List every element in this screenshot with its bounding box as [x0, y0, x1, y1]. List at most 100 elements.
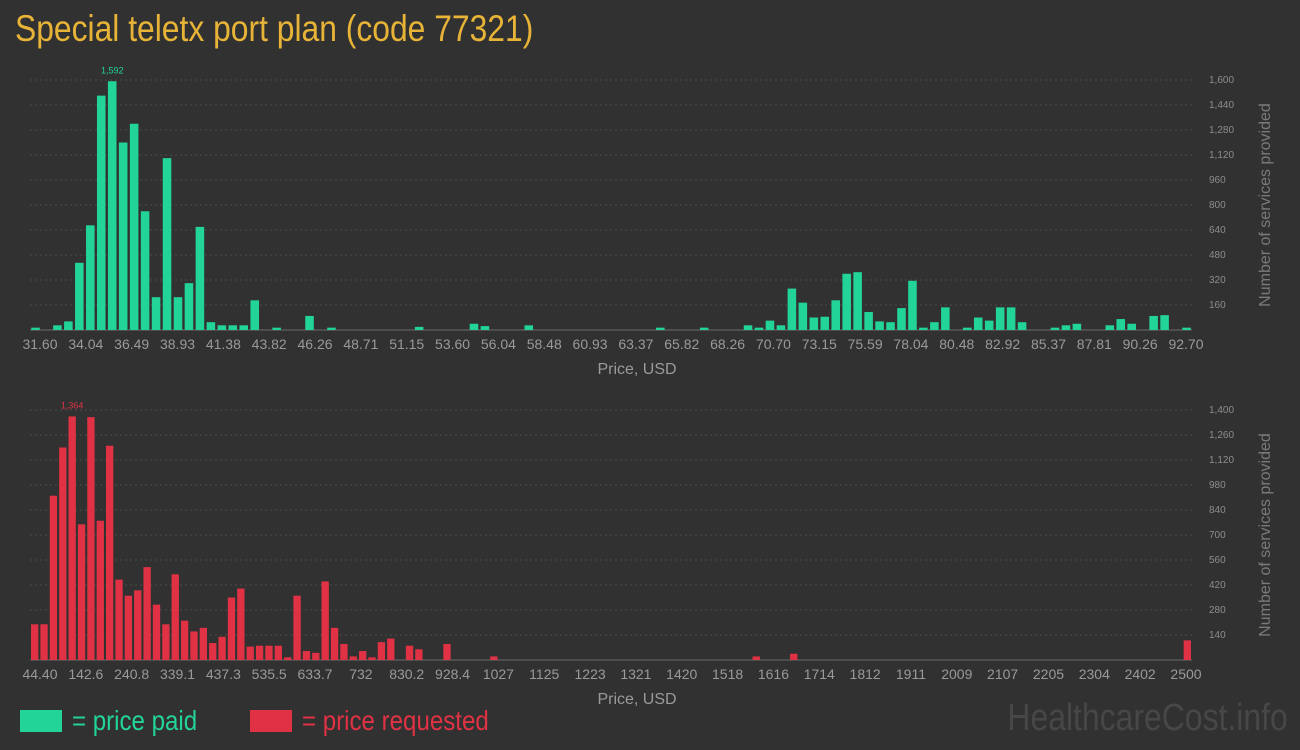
bar: [963, 327, 972, 330]
bar: [75, 262, 84, 330]
bar: [218, 636, 226, 660]
x-tick-label: 1911: [896, 666, 926, 682]
bar: [162, 158, 172, 331]
x-tick-label: 2107: [987, 666, 1018, 682]
x-tick-label: 87.81: [1077, 336, 1112, 352]
x-tick-label: 34.04: [68, 336, 103, 352]
y-tick-label: 1,260: [1209, 430, 1234, 441]
bar: [1061, 325, 1071, 330]
bar: [995, 307, 1005, 330]
price-requested-histogram: 140 280 420 560 700 840 980 1,120 1,260 1,400 1,36…: [22, 400, 1274, 708]
bar: [875, 321, 884, 330]
bar: [919, 327, 928, 330]
bar: [134, 590, 142, 660]
bar: [217, 325, 227, 330]
bar: [64, 321, 73, 330]
x-tick-label: 142.6: [68, 666, 103, 682]
x-axis-label: Price, USD: [597, 691, 676, 708]
bar: [118, 142, 128, 330]
x-tick-label: 2009: [941, 666, 972, 682]
bar: [250, 300, 259, 330]
x-tick-label: 38.93: [160, 336, 195, 352]
bar: [930, 322, 939, 330]
bar: [265, 645, 273, 660]
bar: [293, 595, 301, 660]
bar: [190, 631, 198, 660]
x-tick-label: 73.15: [802, 336, 837, 352]
x-tick-label: 78.04: [893, 336, 928, 352]
legend-price-paid: = price paid: [20, 704, 218, 738]
bar: [124, 595, 133, 660]
y-tick-label: 420: [1209, 580, 1226, 591]
bar: [330, 627, 339, 660]
bar: [96, 520, 104, 660]
bar: [327, 327, 336, 330]
bar: [1160, 315, 1169, 330]
bar: [415, 649, 423, 660]
bar: [321, 581, 329, 660]
bar: [1050, 327, 1060, 330]
bar: [387, 638, 395, 660]
x-tick-label: 85.37: [1031, 336, 1066, 352]
bar: [1017, 322, 1027, 330]
y-tick-label: 640: [1209, 225, 1226, 236]
bar: [274, 645, 282, 660]
bar: [106, 445, 114, 660]
bar: [820, 316, 830, 330]
y-tick-label: 960: [1209, 175, 1226, 186]
bar: [490, 656, 498, 660]
x-tick-label: 82.92: [985, 336, 1020, 352]
y-tick-label: 1,440: [1209, 100, 1234, 111]
bar: [239, 325, 249, 330]
bar: [151, 297, 161, 330]
bar: [377, 642, 386, 660]
y-tick-label: 800: [1209, 200, 1226, 211]
bar: [86, 225, 95, 330]
bar: [31, 327, 40, 330]
bar: [59, 447, 67, 660]
x-tick-label: 339.1: [160, 666, 195, 682]
bar: [1127, 323, 1136, 330]
bar: [129, 123, 139, 330]
x-tick-label: 2205: [1033, 666, 1064, 682]
bar: [143, 567, 151, 660]
legend-paid-swatch: [20, 710, 62, 732]
bar: [469, 323, 479, 330]
legend-price-requested: = price requested: [250, 704, 519, 738]
x-tick-label: 65.82: [664, 336, 699, 352]
bar: [312, 652, 320, 660]
bar: [480, 326, 490, 330]
bar: [180, 620, 189, 660]
x-tick-label: 2500: [1170, 666, 1201, 682]
bar: [776, 325, 786, 330]
x-tick-label: 535.5: [252, 666, 287, 682]
y-tick-label: 1,280: [1209, 125, 1234, 136]
x-tick-label: 1027: [483, 666, 514, 682]
x-tick-label: 70.70: [756, 336, 791, 352]
bar: [96, 95, 106, 331]
bar: [787, 288, 797, 330]
bar: [699, 327, 709, 330]
bar: [886, 322, 895, 330]
x-tick-label: 48.71: [343, 336, 378, 352]
bar: [853, 272, 862, 330]
x-tick-label: 732: [349, 666, 373, 682]
bar: [1182, 327, 1191, 330]
y-tick-label: 980: [1209, 480, 1226, 491]
x-tick-label: 437.3: [206, 666, 241, 682]
bar: [842, 273, 851, 330]
x-tick-label: 46.26: [298, 336, 333, 352]
bar: [152, 604, 161, 660]
bar: [87, 417, 95, 660]
bar: [49, 495, 58, 660]
bar: [656, 327, 665, 330]
bar: [77, 524, 86, 660]
x-tick-label: 1616: [758, 666, 789, 682]
bar: [368, 657, 376, 660]
x-tick-label: 1812: [850, 666, 881, 682]
legend-requested-swatch: [250, 710, 292, 732]
bar: [1149, 315, 1158, 330]
bar: [790, 653, 798, 660]
bar: [349, 656, 357, 660]
y-tick-label: 160: [1209, 300, 1226, 311]
